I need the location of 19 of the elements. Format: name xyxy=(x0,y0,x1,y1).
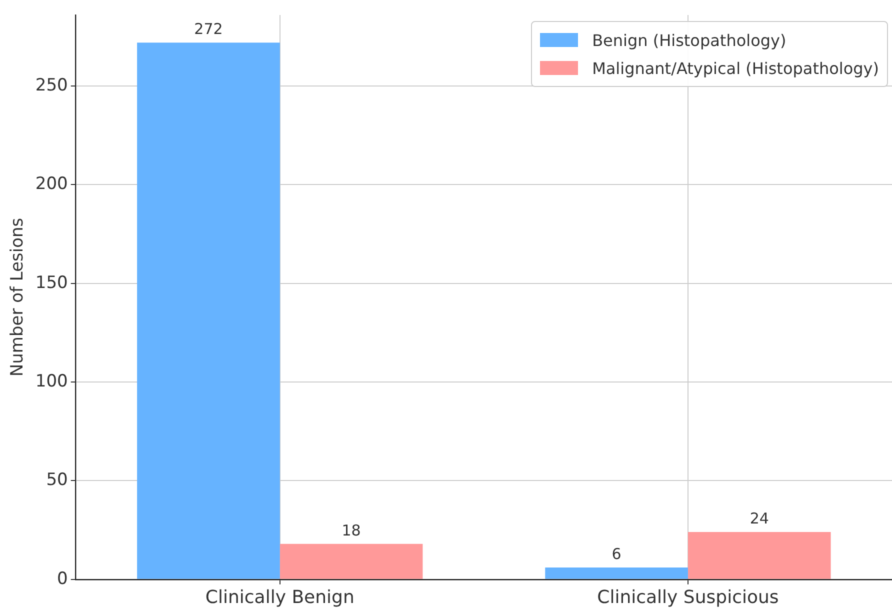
y-tick-label: 50 xyxy=(46,470,68,490)
bar xyxy=(545,568,688,579)
y-tick-label: 250 xyxy=(35,75,68,96)
data-label: 272 xyxy=(194,20,223,38)
y-tick-label: 150 xyxy=(35,272,68,293)
x-tick-label: Clinically Suspicious xyxy=(597,586,779,608)
y-tick-label: 200 xyxy=(35,174,68,194)
y-tick-label: 100 xyxy=(35,371,68,392)
x-tick-label: Clinically Benign xyxy=(205,586,354,608)
bar xyxy=(688,532,831,579)
data-label: 18 xyxy=(342,521,361,540)
legend-label: Benign (Histopathology) xyxy=(592,30,786,50)
bar xyxy=(137,42,280,579)
legend-label: Malignant/Atypical (Histopathology) xyxy=(592,58,879,78)
y-tick-label: 0 xyxy=(57,568,68,589)
data-label: 24 xyxy=(750,509,769,528)
bar xyxy=(280,544,423,579)
y-axis-title: Number of Lesions xyxy=(8,218,28,377)
data-label: 6 xyxy=(612,544,622,563)
